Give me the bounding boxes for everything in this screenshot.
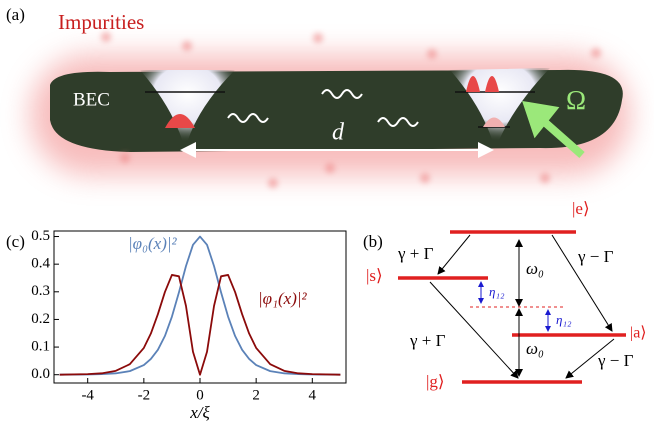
figure: (a) Impurities BEC d Ω (b) |e⟩ |s⟩ |a⟩ [0, 0, 654, 431]
x-tick-label: 2 [252, 387, 260, 403]
x-axis-label: x/ξ [189, 403, 210, 422]
level-label: |g⟩ [426, 372, 445, 391]
impurities-label: Impurities [58, 10, 144, 34]
eta-label: η₁₂ [489, 284, 505, 299]
y-tick-label: 0.3 [31, 283, 50, 299]
rate-label: γ + Γ [397, 244, 434, 263]
omega-label: ω₀ [526, 259, 544, 278]
distance-label: d [332, 120, 345, 146]
drive-label: Ω [566, 85, 586, 115]
panel-label: (a) [6, 5, 25, 24]
panel-label: (b) [363, 232, 383, 251]
y-tick-label: 0.2 [31, 311, 50, 327]
level-label: |a⟩ [630, 325, 647, 342]
bec-label: BEC [73, 89, 110, 110]
level-label: |e⟩ [572, 199, 590, 218]
x-tick-label: 4 [309, 387, 317, 403]
series-label: |φ₀(x)|² [128, 234, 178, 253]
eta-label: η₁₂ [556, 312, 572, 327]
panel-a: (a) Impurities BEC d Ω [6, 5, 630, 188]
panel-label: (c) [6, 232, 25, 251]
omega-label: ω₀ [526, 339, 544, 358]
y-tick-label: 0.0 [31, 366, 50, 382]
panel-c: (c) x/ξ -4 -2 0 2 4 0.0 0.1 0.2 0.3 0.4 0.5 |φ₀(x)|… [6, 228, 346, 422]
panel-b: (b) |e⟩ |s⟩ |a⟩ |g⟩ γ + Γ γ − Γ γ + Γ γ … [363, 199, 647, 391]
y-tick-label: 0.4 [31, 256, 50, 272]
rate-label: γ − Γ [577, 247, 614, 266]
rate-label: γ + Γ [409, 331, 446, 350]
x-tick-label: -2 [138, 387, 151, 403]
rate-label: γ − Γ [597, 351, 634, 370]
y-tick-label: 0.1 [31, 339, 50, 355]
level-label: |s⟩ [366, 266, 383, 285]
series-label: |φ₁(x)|² [258, 289, 308, 308]
x-tick-label: -4 [81, 387, 94, 403]
y-tick-label: 0.5 [31, 228, 50, 244]
x-tick-label: 0 [196, 387, 204, 403]
